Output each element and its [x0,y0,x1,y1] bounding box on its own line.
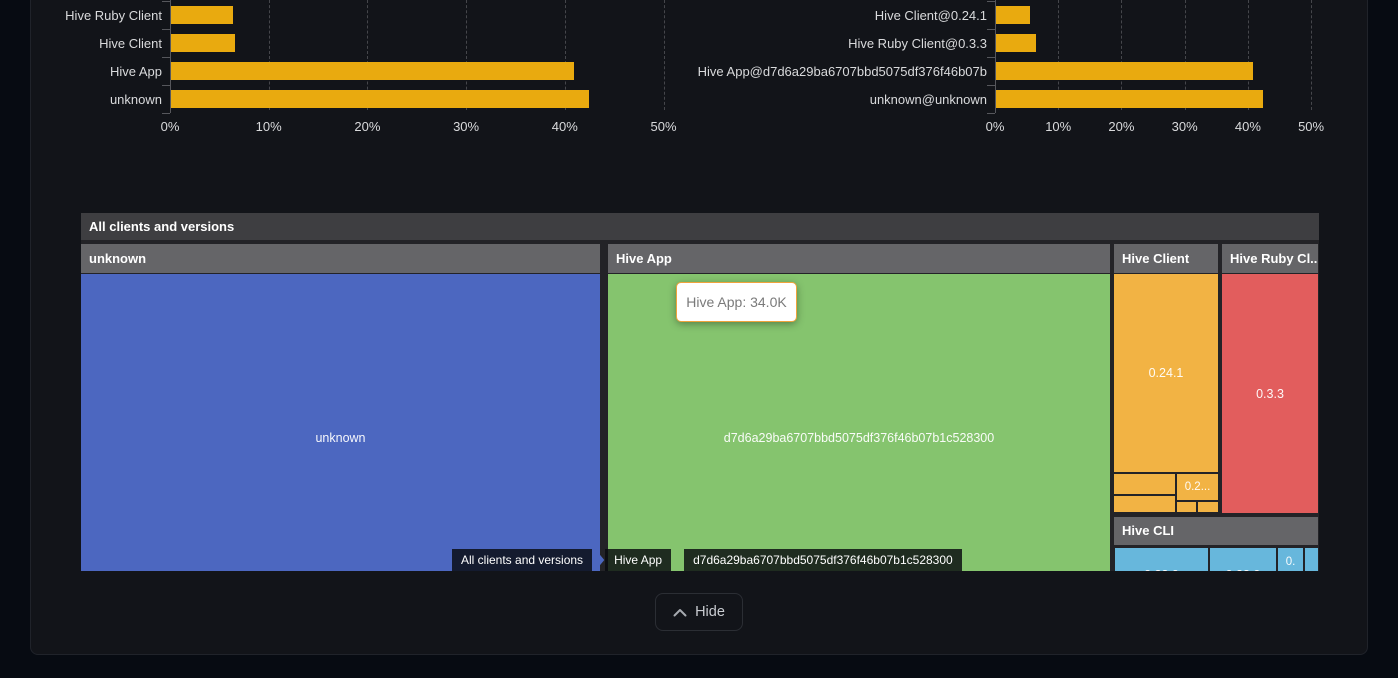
treemap-all-clients-and-versions: All clients and versions unknown unknown… [81,213,1319,571]
gridline [1311,0,1313,110]
y-axis-tick [987,85,995,86]
y-axis-tick [162,29,170,30]
category-label: Hive Client@0.24.1 [874,8,987,23]
bar-unknown@unknown[interactable] [996,90,1263,108]
treemap-section-header-hive-cli[interactable]: Hive CLI [1114,517,1318,545]
category-label: unknown@unknown [869,92,987,107]
y-axis-tick [162,57,170,58]
category-label: Hive App@d7d6a29ba6707bbd5075df376f46b07… [697,64,987,79]
treemap-title-bar[interactable]: All clients and versions [81,213,1319,240]
treemap-cell-hive-cli-0230[interactable]: 0.23.0 [1210,548,1276,571]
gridline [663,0,665,110]
gridline [564,0,566,110]
treemap-cell-hive-cli-0x[interactable]: 0. [1278,548,1303,571]
x-tick-label: 40% [551,119,578,134]
x-tick-label: 0% [985,119,1005,134]
breadcrumb-item-all-clients[interactable]: All clients and versions [452,549,593,571]
y-axis-tick [987,1,995,2]
bar-unknown[interactable] [171,90,589,108]
treemap-section-header-hive-app[interactable]: Hive App [608,244,1110,273]
x-tick-label: 40% [1234,119,1261,134]
gridline [367,0,369,110]
x-tick-label: 20% [1108,119,1135,134]
chevron-right-icon [671,549,684,571]
y-axis-tick [987,57,995,58]
y-axis-line [170,0,171,113]
breadcrumb-item-hive-app[interactable]: Hive App [605,549,672,571]
gridline [268,0,270,110]
chevron-up-icon [673,608,687,616]
hide-button-label: Hide [695,604,725,620]
tooltip: Hive App: 34.0K [676,282,797,322]
breadcrumb: All clients and versions Hive App d7d6a2… [452,549,962,571]
category-label: Hive App [109,64,162,79]
bar-Hive App@d7d6a29ba6707bbd5075df376f46b07b[interactable] [996,62,1253,80]
x-tick-label: 30% [1171,119,1198,134]
bar-Hive Client@0.24.1[interactable] [996,6,1030,24]
x-tick-label: 30% [453,119,480,134]
treemap-cell-hive-client-tiny[interactable] [1177,502,1196,512]
x-tick-label: 10% [1045,119,1072,134]
treemap-cell-hive-ruby-033[interactable]: 0.3.3 [1222,274,1318,513]
treemap-cell-hive-client-0241[interactable]: 0.24.1 [1114,274,1218,472]
x-tick-label: 10% [255,119,282,134]
y-axis-tick [162,113,170,114]
bar-Hive Ruby Client@0.3.3[interactable] [996,34,1036,52]
gridline [1184,0,1186,110]
gridline [1247,0,1249,110]
breadcrumb-item-version-hash[interactable]: d7d6a29ba6707bbd5075df376f46b07b1c528300 [684,549,962,571]
y-axis-line [995,0,996,113]
category-label: Hive Client [99,36,162,51]
x-tick-label: 50% [1298,119,1325,134]
treemap-cell-hive-client-minor[interactable] [1114,496,1175,512]
gridline [466,0,468,110]
bar-Hive Ruby Client[interactable] [171,6,233,24]
category-label: Hive Ruby Client@0.3.3 [848,36,987,51]
treemap-cell-unknown[interactable]: unknown [81,274,600,571]
x-tick-label: 50% [650,119,677,134]
x-tick-label: 0% [160,119,180,134]
gridline [1121,0,1123,110]
chevron-right-icon [592,549,605,571]
gridline [1058,0,1060,110]
hide-button[interactable]: Hide [655,593,743,631]
y-axis-tick [987,113,995,114]
category-label: Hive Ruby Client [65,8,162,23]
bar-Hive App[interactable] [171,62,574,80]
treemap-cell-hive-cli-tiny[interactable] [1305,548,1318,571]
treemap-cell-hive-app-version[interactable]: d7d6a29ba6707bbd5075df376f46b07b1c528300 [608,274,1110,571]
x-tick-label: 20% [354,119,381,134]
y-axis-tick [162,1,170,2]
y-axis-tick [162,85,170,86]
bar-Hive Client[interactable] [171,34,235,52]
treemap-cell-hive-client-02x[interactable]: 0.2... [1177,474,1218,500]
treemap-section-header-unknown[interactable]: unknown [81,244,600,273]
category-label: unknown [109,92,162,107]
treemap-section-header-hive-ruby-client[interactable]: Hive Ruby Cl... [1222,244,1318,273]
treemap-section-header-hive-client[interactable]: Hive Client [1114,244,1218,273]
y-axis-tick [987,29,995,30]
treemap-cell-hive-client-tiny[interactable] [1198,502,1218,512]
treemap-cell-hive-client-minor[interactable] [1114,474,1175,494]
treemap-cell-hive-cli-0230[interactable]: 0.23.0 [1115,548,1208,571]
